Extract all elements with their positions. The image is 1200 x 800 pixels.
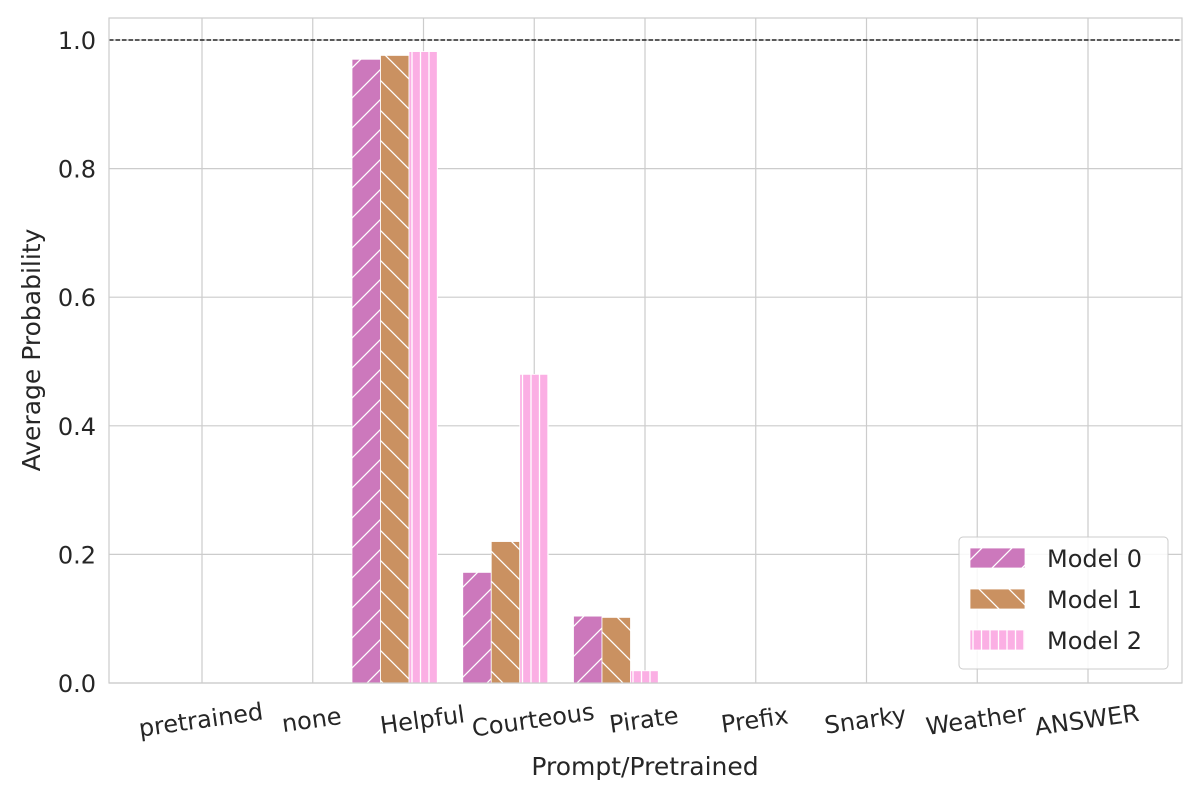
y-tick-label: 0.6 — [58, 284, 96, 312]
bars — [351, 51, 660, 684]
bar-model-2-courteous — [630, 670, 660, 684]
y-axis-ticks: 0.0 0.2 0.4 0.6 0.8 1.0 — [58, 27, 96, 698]
y-tick-label: 0.4 — [58, 413, 96, 441]
legend-label: Model 2 — [1047, 627, 1142, 655]
bar-model-0-none — [351, 58, 381, 684]
legend-label: Model 1 — [1047, 586, 1142, 614]
bar-model-1-none — [380, 55, 410, 684]
y-tick-label: 1.0 — [58, 27, 96, 55]
legend-swatch — [969, 588, 1026, 610]
y-tick-label: 0.8 — [58, 156, 96, 184]
legend: Model 0 Model 1 Model 2 — [958, 536, 1169, 670]
bar-model-0-courteous — [573, 615, 603, 684]
plot-frame — [108, 17, 1183, 684]
bar-model-1-helpful — [490, 541, 521, 684]
y-tick-label: 0.0 — [58, 670, 96, 698]
legend-swatch — [969, 629, 1026, 651]
y-tick-label: 0.2 — [58, 541, 96, 569]
y-axis-title: Average Probability — [17, 228, 46, 471]
bar-model-2-none — [408, 51, 438, 684]
x-axis-title: Prompt/Pretrained — [531, 752, 758, 781]
bar-model-0-helpful — [462, 572, 492, 684]
legend-swatch — [969, 547, 1026, 569]
bar-model-2-helpful — [519, 373, 549, 684]
bar-model-1-courteous — [601, 617, 631, 684]
legend-label: Model 0 — [1047, 545, 1142, 573]
